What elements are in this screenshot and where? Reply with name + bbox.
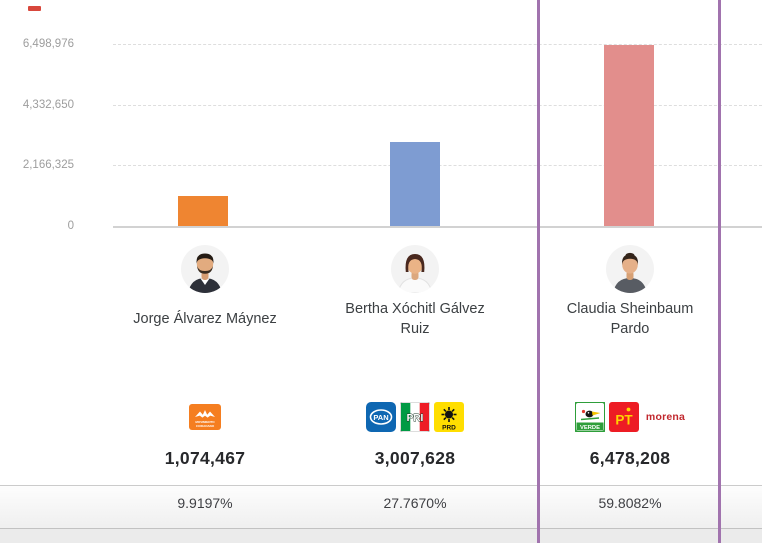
y-axis-tick-label: 0 [67, 220, 74, 232]
candidate-column-jorge-alvarez-maynez[interactable]: Jorge Álvarez Máynez MOVIMIENTO CIUDADAN… [100, 236, 310, 486]
vote-bar-bertha-xochitl-galvez[interactable] [390, 142, 440, 226]
candidate-photo-bertha-xochitl-galvez [391, 245, 439, 293]
party-logo-morena-label: morena [645, 411, 686, 423]
candidate-column-claudia-sheinbaum[interactable]: Claudia Sheinbaum Pardo VERDE PT morena … [525, 236, 735, 486]
candidate-name: Claudia Sheinbaum Pardo [566, 300, 694, 338]
party-logo-prd-icon: PRD [434, 402, 464, 432]
party-logo-pan-icon: PAN [366, 402, 396, 432]
svg-text:PRI: PRI [407, 413, 424, 424]
candidate-photo-jorge-alvarez-maynez [181, 245, 229, 293]
y-axis-tick-label: 6,498,976 [22, 38, 74, 50]
party-logo-row: VERDE PT morena [525, 402, 735, 432]
candidate-votes: 3,007,628 [374, 448, 456, 468]
party-logo-pvem-icon: VERDE [574, 402, 605, 432]
party-logo-pri-icon: PRI [400, 402, 430, 432]
red-marker [28, 6, 41, 11]
candidate-votes: 6,478,208 [589, 448, 671, 468]
candidate-votes: 1,074,467 [164, 448, 246, 468]
candidate-percentage: 9.9197% [177, 495, 233, 511]
y-axis-tick-label: 2,166,325 [22, 159, 74, 171]
svg-text:PAN: PAN [373, 413, 388, 422]
percentage-band: 9.9197% 27.7670% 59.8082% [0, 485, 762, 528]
party-logo-mc-icon: MOVIMIENTO CIUDADANO [189, 404, 221, 430]
svg-text:PT: PT [615, 413, 633, 428]
footer-strip [0, 528, 762, 543]
party-logo-row: PAN PRI PRD [310, 402, 520, 432]
party-logo-pt-icon: PT [608, 402, 639, 432]
party-logo-row: MOVIMIENTO CIUDADANO [100, 402, 310, 432]
vote-bar-jorge-alvarez-maynez[interactable] [178, 196, 228, 226]
svg-text:CIUDADANO: CIUDADANO [196, 424, 215, 428]
vote-bar-claudia-sheinbaum[interactable] [604, 45, 654, 226]
candidate-percentage: 27.7670% [383, 495, 447, 511]
svg-text:MOVIMIENTO: MOVIMIENTO [195, 420, 215, 424]
candidate-column-bertha-xochitl-galvez[interactable]: Bertha Xóchitl Gálvez Ruiz PAN PRI [310, 236, 520, 486]
gridline [113, 44, 762, 45]
x-axis-baseline [113, 226, 762, 228]
candidate-percentage: 59.8082% [598, 495, 662, 511]
svg-text:PRD: PRD [442, 425, 456, 432]
gridline [113, 105, 762, 106]
candidate-photo-claudia-sheinbaum [606, 245, 654, 293]
candidate-name: Bertha Xóchitl Gálvez Ruiz [345, 300, 485, 338]
y-axis-tick-label: 4,332,650 [22, 99, 74, 111]
svg-text:VERDE: VERDE [580, 425, 600, 431]
candidate-name: Jorge Álvarez Máynez [133, 310, 277, 327]
